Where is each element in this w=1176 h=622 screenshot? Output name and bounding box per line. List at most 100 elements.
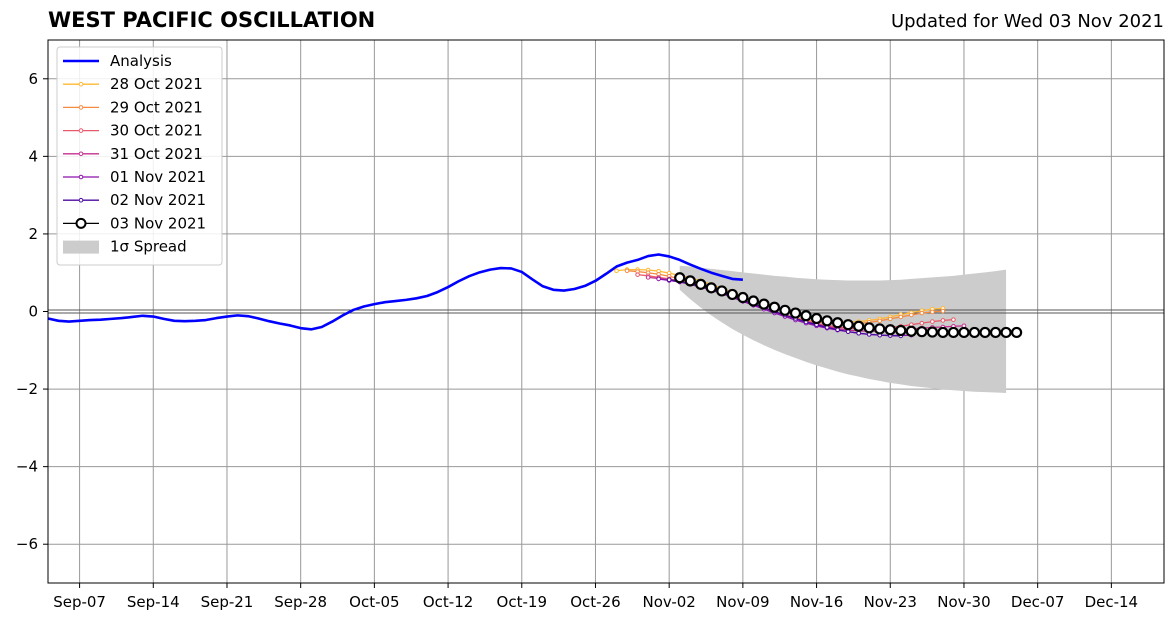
legend-label-1-spread: 1σ Spread <box>110 238 187 256</box>
forecast-point-03-nov-2021 <box>937 326 949 339</box>
forecast-point-02-nov-2021 <box>856 330 861 336</box>
forecast-point-30-oct-2021 <box>635 272 640 277</box>
forecast-point-03-nov-2021 <box>716 285 728 297</box>
legend-marker-29-oct-2021 <box>78 105 84 110</box>
forecast-point-03-nov-2021 <box>789 307 802 319</box>
forecast-point-03-nov-2021 <box>884 324 896 336</box>
forecast-point-03-nov-2021 <box>853 320 865 332</box>
forecast-point-03-nov-2021 <box>979 326 991 339</box>
legend-box <box>56 46 223 266</box>
legend-swatch-spread <box>63 240 99 254</box>
legend-marker-03-nov-2021 <box>75 217 87 229</box>
forecast-point-03-nov-2021 <box>768 301 781 313</box>
forecast-point-03-nov-2021 <box>695 278 707 290</box>
forecast-point-03-nov-2021 <box>737 291 749 304</box>
forecast-point-03-nov-2021 <box>832 317 844 329</box>
forecast-point-29-oct-2021 <box>887 316 893 322</box>
legend-label-31-oct-2021: 31 Oct 2021 <box>110 145 203 163</box>
y-tick-label: −4 <box>16 458 38 476</box>
y-tick-label: 0 <box>28 303 38 321</box>
forecast-point-29-oct-2021 <box>877 318 883 324</box>
x-tick-label: Oct-26 <box>570 593 620 611</box>
x-tick-label: Nov-23 <box>864 593 917 611</box>
forecast-point-03-nov-2021 <box>726 288 738 301</box>
forecast-point-03-nov-2021 <box>674 272 686 284</box>
legend-label-29-oct-2021: 29 Oct 2021 <box>110 98 203 116</box>
forecast-point-03-nov-2021 <box>863 322 875 334</box>
forecast-point-03-nov-2021 <box>705 282 717 294</box>
forecast-point-03-nov-2021 <box>947 326 960 339</box>
forecast-point-30-oct-2021 <box>930 319 935 324</box>
forecast-point-29-oct-2021 <box>919 310 925 316</box>
legend-marker-30-oct-2021 <box>78 128 84 133</box>
forecast-point-03-nov-2021 <box>684 275 696 287</box>
forecast-point-01-nov-2021 <box>656 276 661 282</box>
legend-label-analysis: Analysis <box>110 52 172 70</box>
forecast-point-02-nov-2021 <box>845 329 851 334</box>
y-tick-label: −6 <box>16 535 38 553</box>
forecast-point-29-oct-2021 <box>624 268 630 274</box>
legend-label-01-nov-2021: 01 Nov 2021 <box>110 168 206 186</box>
x-tick-label: Dec-14 <box>1085 593 1139 611</box>
legend-label-02-nov-2021: 02 Nov 2021 <box>110 191 206 209</box>
x-tick-label: Sep-14 <box>127 593 180 611</box>
x-tick-label: Nov-16 <box>790 593 843 611</box>
forecast-point-03-nov-2021 <box>926 326 938 338</box>
forecast-point-29-oct-2021 <box>940 308 946 314</box>
forecast-point-29-oct-2021 <box>909 312 914 318</box>
legend-label-30-oct-2021: 30 Oct 2021 <box>110 122 203 140</box>
forecast-point-03-nov-2021 <box>958 326 970 339</box>
forecast-point-03-nov-2021 <box>1011 326 1023 339</box>
legend-marker-31-oct-2021 <box>78 151 84 157</box>
axis-layer: Sep-07 Sep-14 Sep-21 Sep-28 Oct-05 Oct-12 Oct-… <box>16 39 1165 611</box>
forecast-point-30-oct-2021 <box>940 318 946 323</box>
forecast-point-03-nov-2021 <box>968 326 981 339</box>
x-tick-label: Oct-12 <box>423 593 473 611</box>
y-tick-label: 6 <box>28 70 38 88</box>
legend-marker-02-nov-2021 <box>78 197 84 203</box>
forecast-point-02-nov-2021 <box>666 277 672 282</box>
plot-frame <box>47 39 1165 584</box>
forecast-point-02-nov-2021 <box>835 327 840 333</box>
forecast-point-29-oct-2021 <box>930 309 935 315</box>
x-tick-label: Dec-07 <box>1011 593 1065 611</box>
x-tick-label: Sep-07 <box>53 593 106 611</box>
forecast-point-03-nov-2021 <box>842 319 854 331</box>
x-tick-label: Sep-28 <box>274 593 327 611</box>
forecast-point-03-nov-2021 <box>916 326 928 338</box>
forecast-point-03-nov-2021 <box>747 295 759 307</box>
grid-layer <box>48 40 1164 583</box>
forecast-point-03-nov-2021 <box>758 298 770 310</box>
forecast-point-28-oct-2021 <box>614 268 619 274</box>
legend-label-03-nov-2021: 03 Nov 2021 <box>110 214 206 232</box>
y-tick-label: 2 <box>28 225 38 243</box>
zero-layer <box>48 309 1164 314</box>
series-layer <box>47 253 1023 339</box>
forecast-point-03-nov-2021 <box>810 312 823 325</box>
legend-label-28-oct-2021: 28 Oct 2021 <box>110 75 203 93</box>
forecast-point-03-nov-2021 <box>1000 326 1012 339</box>
forecast-point-03-nov-2021 <box>874 323 886 335</box>
forecast-point-03-nov-2021 <box>895 324 907 337</box>
forecast-point-03-nov-2021 <box>821 315 833 327</box>
legend-layer: Analysis 28 Oct 2021 29 Oct 2021 30 Oct 202… <box>56 46 223 266</box>
forecast-point-30-oct-2021 <box>919 320 925 326</box>
x-tick-label: Nov-09 <box>716 593 769 611</box>
forecast-point-03-nov-2021 <box>779 304 791 316</box>
forecast-point-03-nov-2021 <box>989 326 1002 339</box>
x-tick-label: Sep-21 <box>201 593 254 611</box>
legend-marker-01-nov-2021 <box>78 174 84 180</box>
x-tick-label: Nov-02 <box>642 593 695 611</box>
forecast-point-03-nov-2021 <box>905 325 917 337</box>
forecast-point-29-oct-2021 <box>898 314 904 320</box>
y-tick-label: 4 <box>28 147 38 165</box>
legend-marker-28-oct-2021 <box>78 81 84 87</box>
y-tick-label: −2 <box>16 380 38 398</box>
x-tick-label: Oct-05 <box>349 593 399 611</box>
forecast-point-30-oct-2021 <box>951 317 956 322</box>
forecast-point-03-nov-2021 <box>800 310 812 322</box>
analysis-line <box>47 253 743 331</box>
chart-title: WEST PACIFIC OSCILLATION <box>48 8 376 32</box>
updated-date: Updated for Wed 03 Nov 2021 <box>890 11 1164 32</box>
